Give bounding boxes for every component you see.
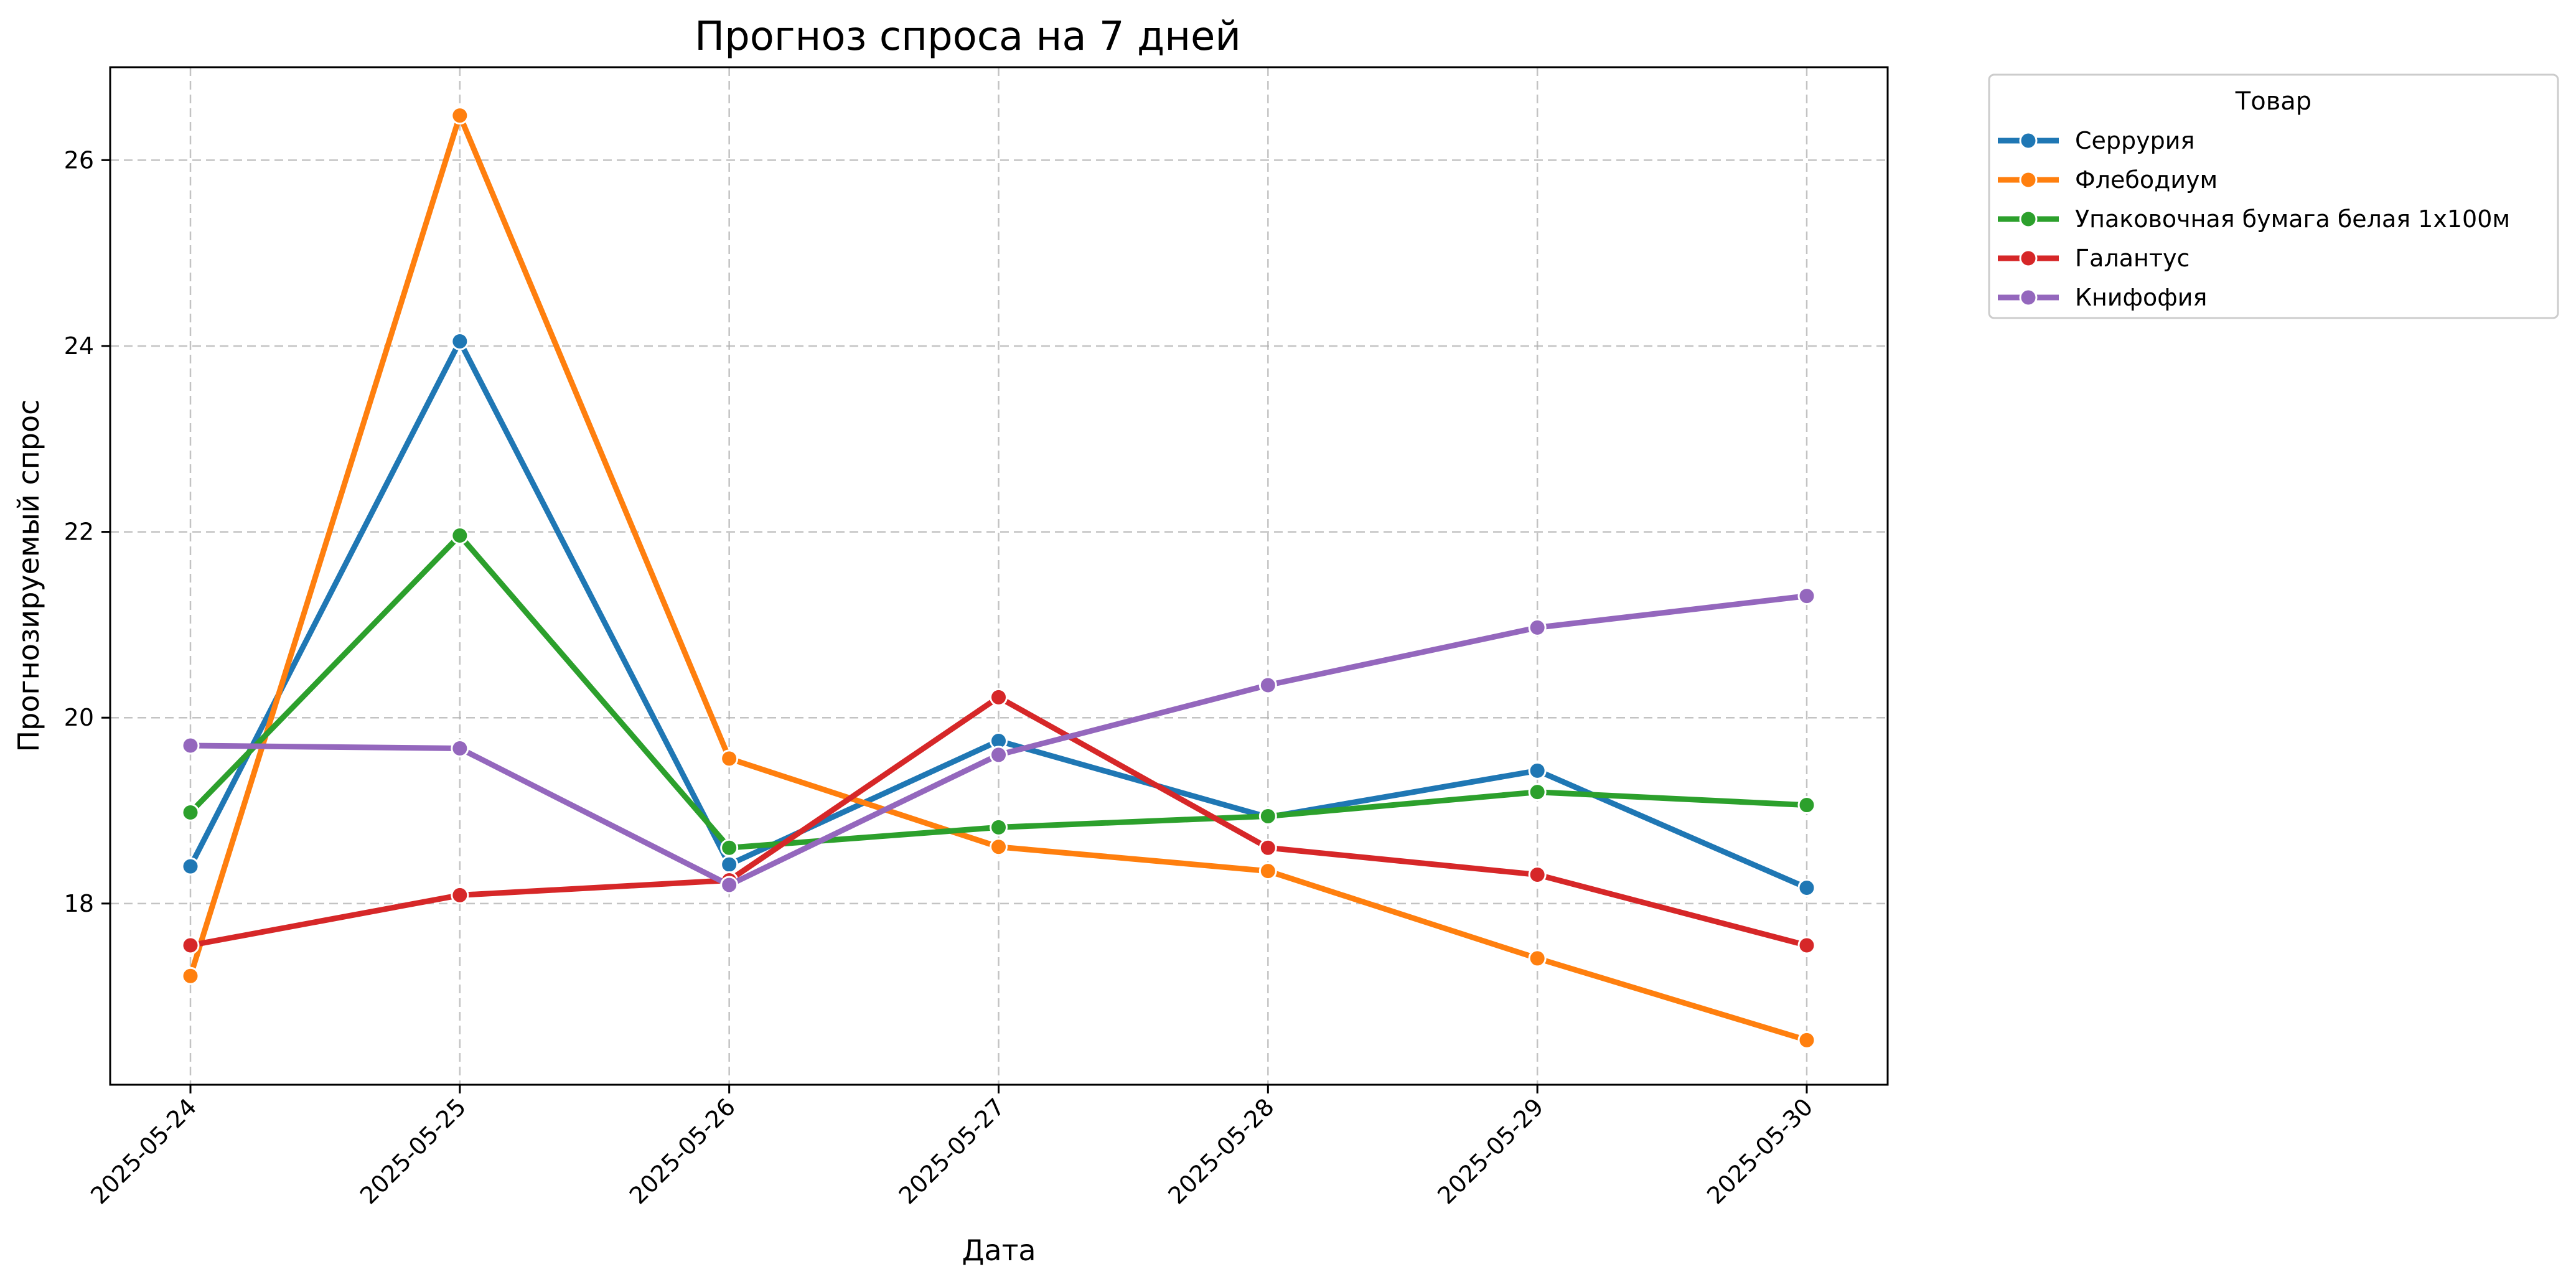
legend-item[interactable]: Упаковочная бумага белая 1x100м [1998,205,2510,233]
data-point [451,886,469,904]
data-point [1528,783,1547,802]
series-group [181,106,1816,1049]
y-tick-label: 22 [64,518,94,546]
series-layer [181,106,1816,1049]
legend-item[interactable]: Серрурия [1998,127,2194,154]
legend-marker [2019,131,2038,150]
data-point [181,803,200,822]
x-tick-label: 2025-05-25 [355,1093,471,1209]
series-group [181,587,1816,894]
data-point [1797,796,1816,815]
chart-title: Прогноз спроса на 7 дней [695,14,1241,60]
legend-label: Галантус [2075,245,2190,272]
series-group [181,526,1816,857]
legend-marker [2019,171,2038,189]
data-point [1797,878,1816,897]
data-point [1528,949,1547,968]
data-point [720,855,739,874]
x-tick-label: 2025-05-27 [894,1093,1010,1209]
grid [110,67,1888,1085]
legend[interactable]: Товар Серрурия Флебодиум Упаковочная бумага… [1988,73,2559,319]
legend-marker [2019,249,2038,268]
data-point [1258,807,1277,825]
data-point [1797,936,1816,955]
series-group [181,688,1816,955]
data-point [990,688,1008,706]
legend-label: Флебодиум [2075,166,2218,194]
x-tick-label: 2025-05-24 [85,1093,202,1209]
x-tick-label: 2025-05-29 [1432,1093,1548,1209]
data-point [990,746,1008,764]
data-point [1797,587,1816,606]
data-point [720,838,739,857]
legend-label: Упаковочная бумага белая 1x100м [2075,205,2510,233]
y-axis: 18 20 22 24 26 [64,146,110,917]
y-tick-label: 26 [64,146,94,174]
legend-label: Серрурия [2075,127,2194,154]
data-point [1797,1031,1816,1049]
legend-marker [2019,288,2038,307]
data-point [1528,866,1547,884]
data-point [451,106,469,125]
y-tick-label: 20 [64,704,94,731]
data-point [451,332,469,350]
data-point [181,936,200,955]
data-point [990,818,1008,836]
data-point [1258,862,1277,881]
data-point [451,739,469,757]
data-point [1258,838,1277,857]
y-axis-label: Прогнозируемый спрос [12,400,45,752]
legend-item[interactable]: Галантус [1998,245,2190,272]
x-tick-label: 2025-05-30 [1702,1093,1818,1209]
data-point [720,749,739,768]
y-tick-label: 18 [64,890,94,917]
legend-item[interactable]: Книфофия [1998,284,2207,311]
data-point [1258,676,1277,695]
legend-title: Товар [2235,87,2311,116]
data-point [181,736,200,755]
x-tick-label: 2025-05-28 [1163,1093,1279,1209]
legend-label: Книфофия [2075,284,2207,311]
data-point [181,857,200,876]
legend-item[interactable]: Флебодиум [1998,166,2218,194]
data-point [990,838,1008,856]
data-point [720,876,739,894]
x-tick-label: 2025-05-26 [624,1093,741,1209]
data-point [1528,618,1547,637]
data-point [451,526,469,545]
data-point [1528,761,1547,780]
x-axis: 2025-05-24 2025-05-25 2025-05-26 2025-05-27… [85,1085,1818,1210]
legend-marker [2019,210,2038,228]
data-point [181,966,200,985]
x-axis-label: Дата [962,1233,1036,1267]
y-tick-label: 24 [64,332,94,360]
legend-box [1988,73,2559,319]
